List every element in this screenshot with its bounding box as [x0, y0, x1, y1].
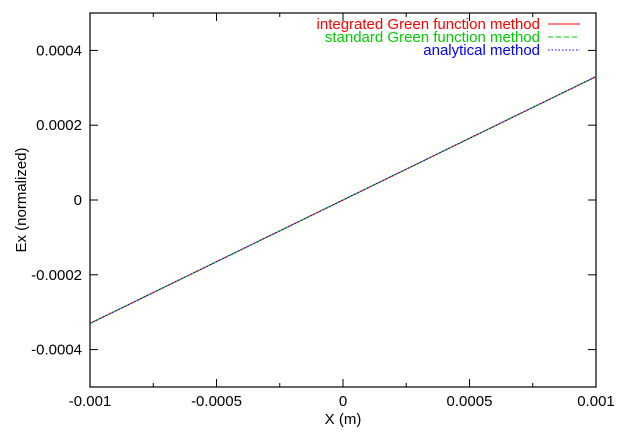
series-line-3: [89, 76, 597, 324]
y-tick-label: 0.0004: [36, 42, 82, 59]
x-tick-label: 0: [339, 393, 347, 410]
ticks: [89, 13, 597, 387]
y-tick-label: 0: [74, 192, 82, 209]
x-tick-label: -0.0005: [191, 393, 242, 410]
legend-label-1: integrated Green function method: [317, 16, 540, 33]
x-tick-label: -0.001: [69, 393, 112, 410]
y-tick-label: -0.0002: [31, 267, 82, 284]
legend-label-2: standard Green function method: [325, 29, 540, 46]
legend: integrated Green function methodstandard…: [317, 16, 580, 59]
x-axis-label: X (m): [325, 411, 362, 428]
legend-label-3: analytical method: [423, 42, 540, 59]
x-tick-label: 0.0005: [447, 393, 493, 410]
y-tick-label: 0.0002: [36, 117, 82, 134]
x-tick-label: 0.001: [577, 393, 615, 410]
tick-labels: -0.001 -0.0005 0 0.0005 0.001 -0.0004 -0.0002 0…: [31, 42, 615, 410]
y-axis-label: Ex (normalized): [13, 147, 30, 252]
y-tick-label: -0.0004: [31, 342, 82, 359]
series-lines: [89, 76, 597, 324]
